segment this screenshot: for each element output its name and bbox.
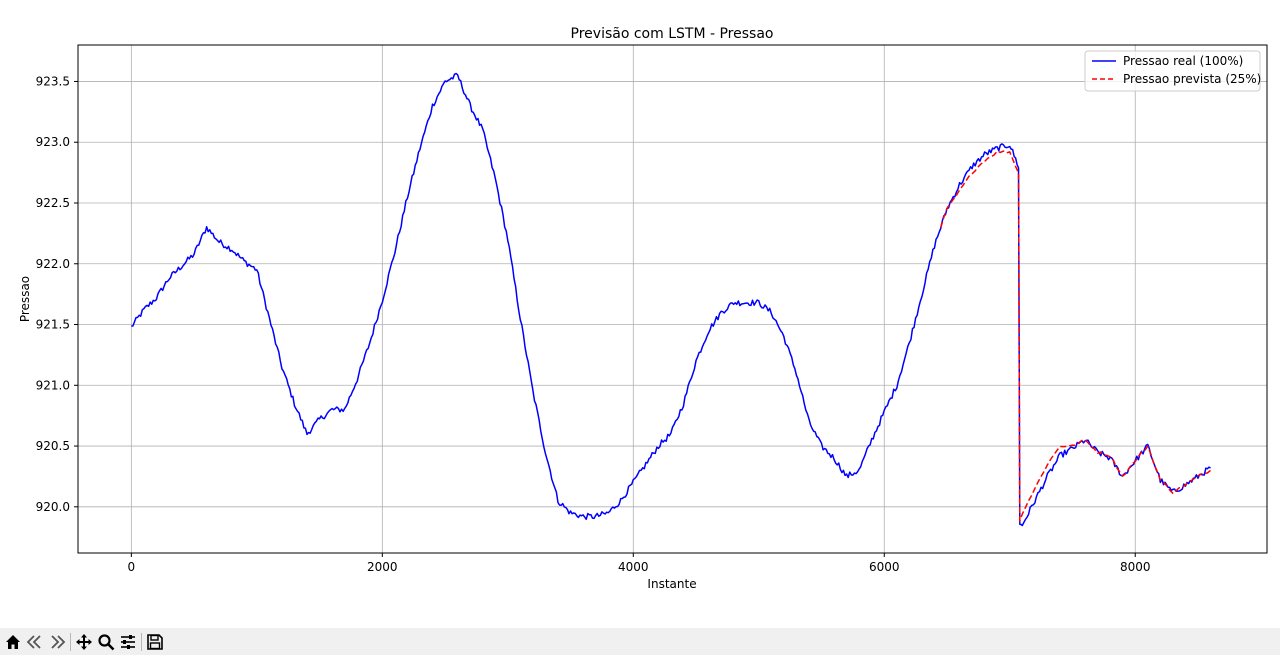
x-tick-label: 8000 [1120,560,1151,574]
y-tick-label: 920.5 [36,439,70,453]
grid-lines [78,45,1267,553]
pan-button[interactable] [73,631,95,653]
y-tick-label: 923.5 [36,74,70,88]
x-tick-label: 0 [128,560,136,574]
configure-subplots-button[interactable] [117,631,139,653]
forward-button[interactable] [46,631,68,653]
toolbar-separator [141,632,142,651]
legend-label-real: Pressao real (100%) [1123,54,1243,68]
zoom-button[interactable] [95,631,117,653]
legend-label-prevista: Pressao prevista (25%) [1123,72,1261,86]
x-axis-label: Instante [647,577,696,591]
legend: Pressao real (100%) Pressao prevista (25… [1084,50,1261,92]
figure: 0 2000 4000 6000 8000 920.0 920.5 921.0 921.5 922… [18,26,1268,591]
home-icon [6,634,20,649]
back-icon [26,634,41,649]
x-tick-label: 2000 [367,560,398,574]
back-button[interactable] [24,631,46,653]
series-layer [131,72,1212,527]
plot-area [78,45,1267,553]
series-line-pressao-prevista [940,150,1212,522]
line-chart: 0 2000 4000 6000 8000 920.0 920.5 921.0 921.5 922… [18,26,1268,591]
axis-ticks: 0 2000 4000 6000 8000 920.0 920.5 921.0 921.5 922… [36,74,1151,574]
y-tick-label: 920.0 [36,500,70,514]
x-tick-label: 6000 [869,560,900,574]
save-icon [147,633,163,650]
configure-subplots-icon [121,634,135,649]
pan-icon [76,633,92,650]
save-button[interactable] [144,631,166,653]
chart-title: Previsão com LSTM - Pressao [571,26,774,42]
toolbar-separator [70,632,71,651]
series-line-pressao-real [131,72,1211,527]
legend-box [1084,50,1261,92]
zoom-icon [98,633,115,650]
y-tick-label: 923.0 [36,135,70,149]
forward-icon [51,634,66,649]
plot-frame [77,44,1268,554]
y-tick-label: 922.0 [36,257,70,271]
y-tick-label: 922.5 [36,196,70,210]
home-button[interactable] [2,631,24,653]
y-axis-label: Pressao [18,276,32,322]
y-tick-label: 921.5 [36,318,70,332]
x-tick-label: 4000 [618,560,649,574]
y-tick-label: 921.0 [36,378,70,392]
navigation-toolbar [0,628,1280,655]
